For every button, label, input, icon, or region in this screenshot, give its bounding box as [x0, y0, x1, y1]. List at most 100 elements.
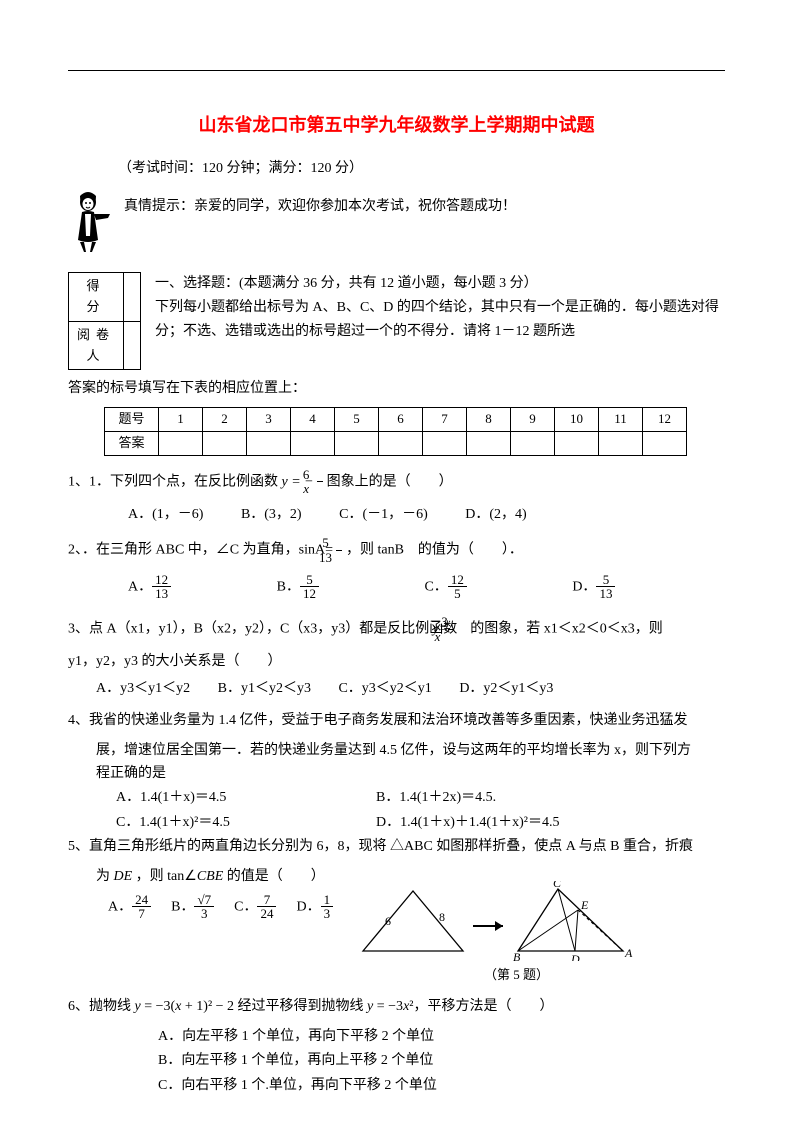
fig-label-e: E	[580, 898, 589, 912]
ans-cell	[467, 431, 511, 455]
ans-cell	[511, 431, 555, 455]
ans-col: 5	[335, 407, 379, 431]
q1-text: 1、1．下列四个点，在反比例函数	[68, 474, 282, 489]
ans-cell	[159, 431, 203, 455]
q4-opt-b: B．1.4(1＋2x)＝4.5.	[376, 790, 496, 805]
ans-row-label: 答案	[105, 431, 159, 455]
q4-opt-c: C．1.4(1＋x)²＝4.5	[116, 812, 376, 834]
ans-col: 11	[599, 407, 643, 431]
q5-opt-a: A．247	[108, 893, 151, 921]
q2-opt-a: A．1213	[128, 573, 239, 601]
q2-opt-c: C．125	[424, 573, 534, 601]
grader-value	[124, 321, 141, 370]
grader-label: 阅卷人	[69, 321, 124, 370]
ans-cell	[247, 431, 291, 455]
q5-options-and-figure: A．247 B．√73 C．724 D．13 6 8 B C A D E	[68, 893, 725, 961]
question-1: 1、1．下列四个点，在反比例函数 y = − 6x 图象上的是（ ）	[68, 468, 725, 496]
q2-mid: ，则 tanB 的值为（ ）．	[346, 543, 523, 558]
ans-col: 3	[247, 407, 291, 431]
fig-label-a: A	[624, 946, 633, 960]
section1-inst2: 答案的标号填写在下表的相应位置上：	[68, 378, 725, 400]
ans-col: 9	[511, 407, 555, 431]
hint-row: 真情提示：亲爱的同学，欢迎你参加本次考试，祝你答题成功！	[68, 190, 725, 254]
ans-cell	[599, 431, 643, 455]
q1-options: A．(1，－6) B．(3，2) C．(－1，－6) D．(2，4)	[68, 504, 725, 526]
q3-opt-a: A．y3＜y1＜y2	[96, 678, 190, 700]
question-2: 2、．在三角形 ABC 中，∠C 为直角，sinA= 513 ，则 tanB 的…	[68, 536, 725, 564]
q4-l1: 4、我省的快递业务量为 1.4 亿件，受益于电子商务发展和法治环境改善等多重因素…	[68, 713, 688, 728]
teacher-icon	[68, 190, 114, 254]
q3-opt-d: D．y2＜y1＜y3	[459, 678, 553, 700]
q3-text2: 的图象，若 x1＜x2＜0＜x3，则	[470, 621, 663, 636]
q3-handwritten-fraction: y=－3x	[461, 615, 467, 643]
fig-side-8: 8	[439, 910, 445, 924]
answer-sheet-table: 题号 1 2 3 4 5 6 7 8 9 10 11 12 答案	[104, 407, 687, 456]
ans-col: 12	[643, 407, 687, 431]
q5-opt-c: C．724	[234, 893, 276, 921]
q5-opt-d: D．13	[296, 893, 333, 921]
q5-l2-de: 为 DE ，则 tan∠CBE 的值是（ ）	[96, 869, 325, 884]
q5-opt-b: B．√73	[171, 893, 214, 921]
q4-l3: 程正确的是	[68, 763, 725, 785]
q1-opt-b: B．(3，2)	[241, 504, 302, 526]
score-value	[124, 273, 141, 322]
ans-cell	[379, 431, 423, 455]
answer-sheet-header-row: 题号 1 2 3 4 5 6 7 8 9 10 11 12	[105, 407, 687, 431]
ans-col: 7	[423, 407, 467, 431]
q2-fraction: 513	[336, 536, 342, 564]
ans-col: 1	[159, 407, 203, 431]
q2-opt-d: D．513	[572, 573, 683, 601]
q5-figure-caption: （第 5 题）	[308, 965, 725, 986]
ans-cell	[335, 431, 379, 455]
fig-label-d: D	[570, 952, 580, 961]
ans-col: 4	[291, 407, 335, 431]
q2-options: A．1213 B．512 C．125 D．513	[68, 573, 725, 601]
q1-tail: 图象上的是（ ）	[327, 474, 453, 489]
q6-opt-b: B．向左平移 1 个单位，再向上平移 2 个单位	[158, 1050, 725, 1072]
question-5: 5、直角三角形纸片的两直角边长分别为 6，8，现将 △ABC 如图那样折叠，使点…	[68, 836, 725, 858]
q5-figure: 6 8 B C A D E	[353, 881, 633, 961]
q1-fraction: 6x	[317, 468, 323, 496]
fig-side-6: 6	[385, 914, 391, 928]
exam-title: 山东省龙口市第五中学九年级数学上学期期中试题	[68, 111, 725, 140]
score-label: 得 分	[69, 273, 124, 322]
q6-options: A．向左平移 1 个单位，再向下平移 2 个单位 B．向左平移 1 个单位，再向…	[68, 1026, 725, 1097]
ans-cell	[643, 431, 687, 455]
ans-col: 10	[555, 407, 599, 431]
q1-opt-a: A．(1，－6)	[128, 504, 203, 526]
fig-label-c: C	[553, 881, 562, 890]
score-table: 得 分 阅卷人	[68, 272, 141, 370]
fig-label-b: B	[513, 950, 521, 961]
q5-l1: 5、直角三角形纸片的两直角边长分别为 6，8，现将 △ABC 如图那样折叠，使点…	[68, 839, 693, 854]
ans-cell	[203, 431, 247, 455]
hint-text: 真情提示：亲爱的同学，欢迎你参加本次考试，祝你答题成功！	[124, 190, 516, 218]
question-4: 4、我省的快递业务量为 1.4 亿件，受益于电子商务发展和法治环境改善等多重因素…	[68, 710, 725, 732]
q3-opt-c: C．y3＜y2＜y1	[338, 678, 431, 700]
question-3: 3、点 A（x1，y1），B（x2，y2），C（x3，y3）都是反比例函数 y=…	[68, 615, 725, 643]
q4-opt-d: D．1.4(1＋x)＋1.4(1＋x)²＝4.5	[376, 815, 559, 830]
ans-header: 题号	[105, 407, 159, 431]
ans-cell	[291, 431, 335, 455]
section1-heading: 一、选择题：(本题满分 36 分，共有 12 道小题，每小题 3 分）	[155, 276, 538, 291]
page-top-rule	[68, 70, 725, 71]
q3-text1: 3、点 A（x1，y1），B（x2，y2），C（x3，y3）都是反比例函数	[68, 621, 457, 636]
ans-col: 2	[203, 407, 247, 431]
q4-options: A．1.4(1＋x)＝4.5B．1.4(1＋2x)＝4.5. C．1.4(1＋x…	[68, 787, 725, 834]
q6-opt-c: C．向右平移 1 个.单位，再向下平移 2 个单位	[158, 1075, 725, 1097]
ans-cell	[423, 431, 467, 455]
section1-instructions: 一、选择题：(本题满分 36 分，共有 12 道小题，每小题 3 分） 下列每小…	[155, 272, 725, 343]
q3-opt-b: B．y1＜y2＜y3	[218, 678, 311, 700]
ans-col: 6	[379, 407, 423, 431]
q6-text: 6、抛物线 y = −3(x + 1)² − 2 经过平移得到抛物线 y = −…	[68, 999, 553, 1014]
score-and-instructions: 得 分 阅卷人 一、选择题：(本题满分 36 分，共有 12 道小题，每小题 3…	[68, 272, 725, 370]
q4-opt-a: A．1.4(1＋x)＝4.5	[116, 787, 376, 809]
exam-meta: （考试时间：120 分钟；满分：120 分）	[118, 158, 725, 180]
q4-l2: 展，增速位居全国第一．若的快递业务量达到 4.5 亿件，设与这两年的平均增长率为…	[68, 740, 725, 762]
q1-opt-c: C．(－1，－6)	[339, 504, 428, 526]
q3-options: A．y3＜y1＜y2 B．y1＜y2＜y3 C．y3＜y2＜y1 D．y2＜y1…	[68, 678, 725, 700]
section1-inst1: 下列每小题都给出标号为 A、B、C、D 的四个结论，其中只有一个是正确的．每小题…	[155, 300, 719, 339]
q6-opt-a: A．向左平移 1 个单位，再向下平移 2 个单位	[158, 1026, 725, 1048]
q3-text3: y1，y2，y3 的大小关系是（ ）	[68, 651, 725, 673]
question-6: 6、抛物线 y = −3(x + 1)² − 2 经过平移得到抛物线 y = −…	[68, 996, 725, 1018]
q2-opt-b: B．512	[277, 573, 387, 601]
